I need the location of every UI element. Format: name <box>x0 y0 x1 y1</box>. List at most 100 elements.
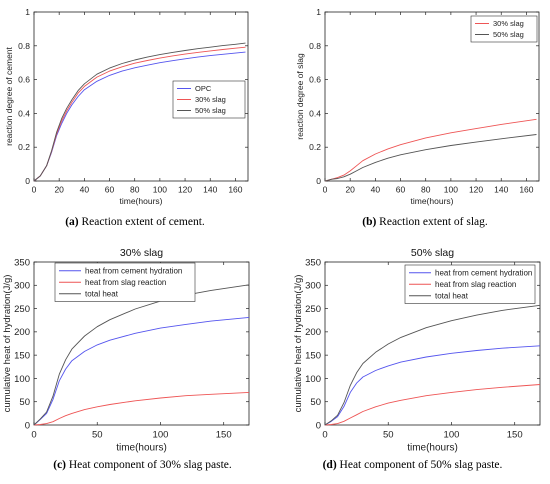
x-tick-label: 120 <box>178 185 192 195</box>
y-tick-label: 250 <box>305 304 321 315</box>
caption-b-label: (b) <box>362 216 377 228</box>
caption-a-text: Reaction extent of cement. <box>78 216 205 228</box>
series-line-1 <box>33 391 250 426</box>
chart-panel-2: 0 50 100 150 0 50 100 150 200 250 300 350 time(hours… <box>2 247 250 454</box>
legend-box <box>470 15 538 43</box>
legend: heat from cement hydration heat from slag… <box>54 262 196 302</box>
y-axis-label: reaction degree of cement <box>4 46 14 145</box>
y-tick-label: 0.8 <box>18 41 30 51</box>
x-tick-label: 0 <box>322 430 327 441</box>
y-tick-label: 0.6 <box>18 75 30 85</box>
x-tick-label: 100 <box>153 430 169 441</box>
legend-label: OPC <box>195 84 212 93</box>
series-line-2 <box>324 304 541 426</box>
caption-b: (b) Reaction extent of slag. <box>325 216 525 228</box>
caption-c-label: (c) <box>53 459 66 471</box>
series-line-0 <box>33 316 250 426</box>
y-tick-label: 0 <box>25 420 30 431</box>
y-tick-label: 150 <box>305 350 321 361</box>
y-tick-label: 200 <box>14 327 30 338</box>
legend-label: heat from slag reaction <box>435 280 516 289</box>
y-tick-label: 1 <box>316 7 321 17</box>
y-tick-label: 0.2 <box>309 142 321 152</box>
y-tick-label: 300 <box>14 281 30 292</box>
x-tick-label: 100 <box>444 185 458 195</box>
series-line-1 <box>324 134 537 182</box>
series-line-0 <box>324 345 541 426</box>
x-tick-label: 20 <box>54 185 64 195</box>
x-tick-label: 20 <box>345 185 355 195</box>
legend-label: 50% slag <box>493 30 524 39</box>
x-tick-label: 60 <box>396 185 406 195</box>
caption-a-label: (a) <box>65 216 79 228</box>
y-tick-label: 0.6 <box>309 75 321 85</box>
x-tick-label: 80 <box>421 185 431 195</box>
x-tick-label: 160 <box>228 185 242 195</box>
x-tick-label: 80 <box>130 185 140 195</box>
x-tick-label: 150 <box>216 430 232 441</box>
caption-d: (d) Heat component of 50% slag paste. <box>280 459 545 471</box>
x-axis-label: time(hours) <box>116 443 167 454</box>
x-tick-label: 160 <box>519 185 533 195</box>
legend-label: heat from cement hydration <box>435 269 532 278</box>
y-tick-label: 1 <box>25 7 30 17</box>
y-axis-label: reaction degree of slag <box>295 53 305 140</box>
chart-panel-1: 0 20 40 60 80 100 120 140 160 0 0.2 0.4 0.6 0.8 1 time(… <box>295 7 540 206</box>
y-tick-label: 0.2 <box>18 142 30 152</box>
legend-box <box>404 264 536 304</box>
y-tick-label: 0 <box>25 176 30 186</box>
x-tick-label: 60 <box>105 185 115 195</box>
y-tick-label: 50 <box>19 397 30 408</box>
x-tick-label: 0 <box>31 430 36 441</box>
x-tick-label: 40 <box>80 185 90 195</box>
y-axis-label: cumulative heat of hydration(J/g) <box>2 275 13 413</box>
y-tick-label: 0.4 <box>18 108 30 118</box>
chart-panel-0: 0 20 40 60 80 100 120 140 160 0 0.2 0.4 0.6 0.8 1 time(… <box>4 7 249 206</box>
legend-label: heat from cement hydration <box>85 267 182 276</box>
legend: heat from cement hydration heat from slag… <box>404 264 536 304</box>
y-axis-label: cumulative heat of hydration(J/g) <box>293 275 304 413</box>
x-tick-label: 0 <box>323 185 328 195</box>
legend-label: 50% slag <box>195 106 226 115</box>
x-tick-label: 140 <box>203 185 217 195</box>
caption-c: (c) Heat component of 30% slag paste. <box>10 459 275 471</box>
y-tick-label: 0.8 <box>309 41 321 51</box>
chart-title: 50% slag <box>411 247 454 259</box>
legend-label: 30% slag <box>493 19 524 28</box>
x-axis-label: time(hours) <box>411 196 454 206</box>
y-tick-label: 150 <box>14 350 30 361</box>
caption-b-text: Reaction extent of slag. <box>376 216 488 228</box>
x-tick-label: 0 <box>32 185 37 195</box>
caption-d-label: (d) <box>322 459 337 471</box>
chart-title: 30% slag <box>120 247 163 259</box>
y-tick-label: 50 <box>310 397 321 408</box>
y-tick-label: 350 <box>14 257 30 268</box>
x-tick-label: 100 <box>444 430 460 441</box>
legend-label: 30% slag <box>195 95 226 104</box>
legend-label: total heat <box>85 290 119 299</box>
x-tick-label: 140 <box>494 185 508 195</box>
x-axis-label: time(hours) <box>407 443 458 454</box>
x-tick-label: 50 <box>383 430 394 441</box>
caption-c-text: Heat component of 30% slag paste. <box>66 459 232 471</box>
chart-panel-3: 0 50 100 150 0 50 100 150 200 250 300 350 time(hours… <box>293 247 541 454</box>
y-tick-label: 350 <box>305 257 321 268</box>
y-tick-label: 200 <box>305 327 321 338</box>
x-tick-label: 150 <box>507 430 523 441</box>
legend-label: heat from slag reaction <box>85 278 166 287</box>
series-line-1 <box>324 384 541 426</box>
y-tick-label: 0 <box>316 420 321 431</box>
caption-d-text: Heat component of 50% slag paste. <box>336 459 503 471</box>
x-tick-label: 120 <box>469 185 483 195</box>
y-tick-label: 0.4 <box>309 108 321 118</box>
y-tick-label: 100 <box>305 374 321 385</box>
y-tick-label: 0 <box>316 176 321 186</box>
legend: OPC 30% slag 50% slag <box>172 80 246 119</box>
legend: 30% slag 50% slag <box>470 15 538 43</box>
y-tick-label: 300 <box>305 281 321 292</box>
caption-a: (a) Reaction extent of cement. <box>30 216 240 228</box>
x-axis-label: time(hours) <box>120 196 163 206</box>
legend-label: total heat <box>435 292 469 301</box>
x-tick-label: 40 <box>371 185 381 195</box>
